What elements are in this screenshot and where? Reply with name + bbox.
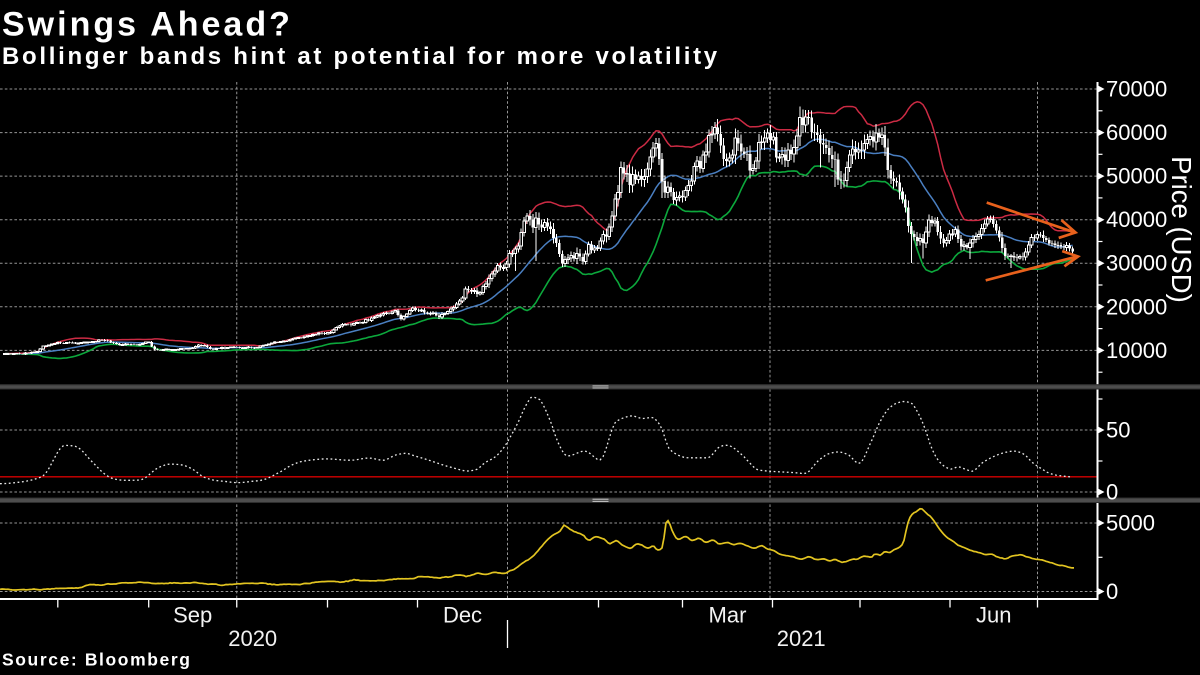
svg-text:60000: 60000: [1106, 120, 1167, 145]
svg-text:50000: 50000: [1106, 164, 1167, 189]
svg-text:40000: 40000: [1106, 207, 1167, 232]
svg-text:2020: 2020: [228, 626, 277, 651]
svg-text:2021: 2021: [777, 626, 826, 651]
svg-text:50: 50: [1106, 418, 1130, 443]
svg-text:Price (USD): Price (USD): [1166, 156, 1197, 303]
svg-text:Bollinger bands hint at potent: Bollinger bands hint at potential for mo…: [2, 43, 720, 70]
svg-text:Mar: Mar: [709, 603, 747, 628]
svg-text:5000: 5000: [1106, 511, 1155, 536]
svg-text:20000: 20000: [1106, 294, 1167, 319]
svg-text:30000: 30000: [1106, 251, 1167, 276]
svg-text:0: 0: [1106, 579, 1118, 604]
svg-text:Dec: Dec: [443, 603, 482, 628]
svg-text:10000: 10000: [1106, 338, 1167, 363]
svg-text:Swings Ahead?: Swings Ahead?: [2, 6, 293, 44]
svg-text:0: 0: [1106, 480, 1118, 505]
svg-text:Sep: Sep: [173, 603, 212, 628]
svg-text:Jun: Jun: [976, 603, 1011, 628]
svg-text:Source: Bloomberg: Source: Bloomberg: [2, 650, 192, 670]
svg-text:70000: 70000: [1106, 77, 1167, 102]
